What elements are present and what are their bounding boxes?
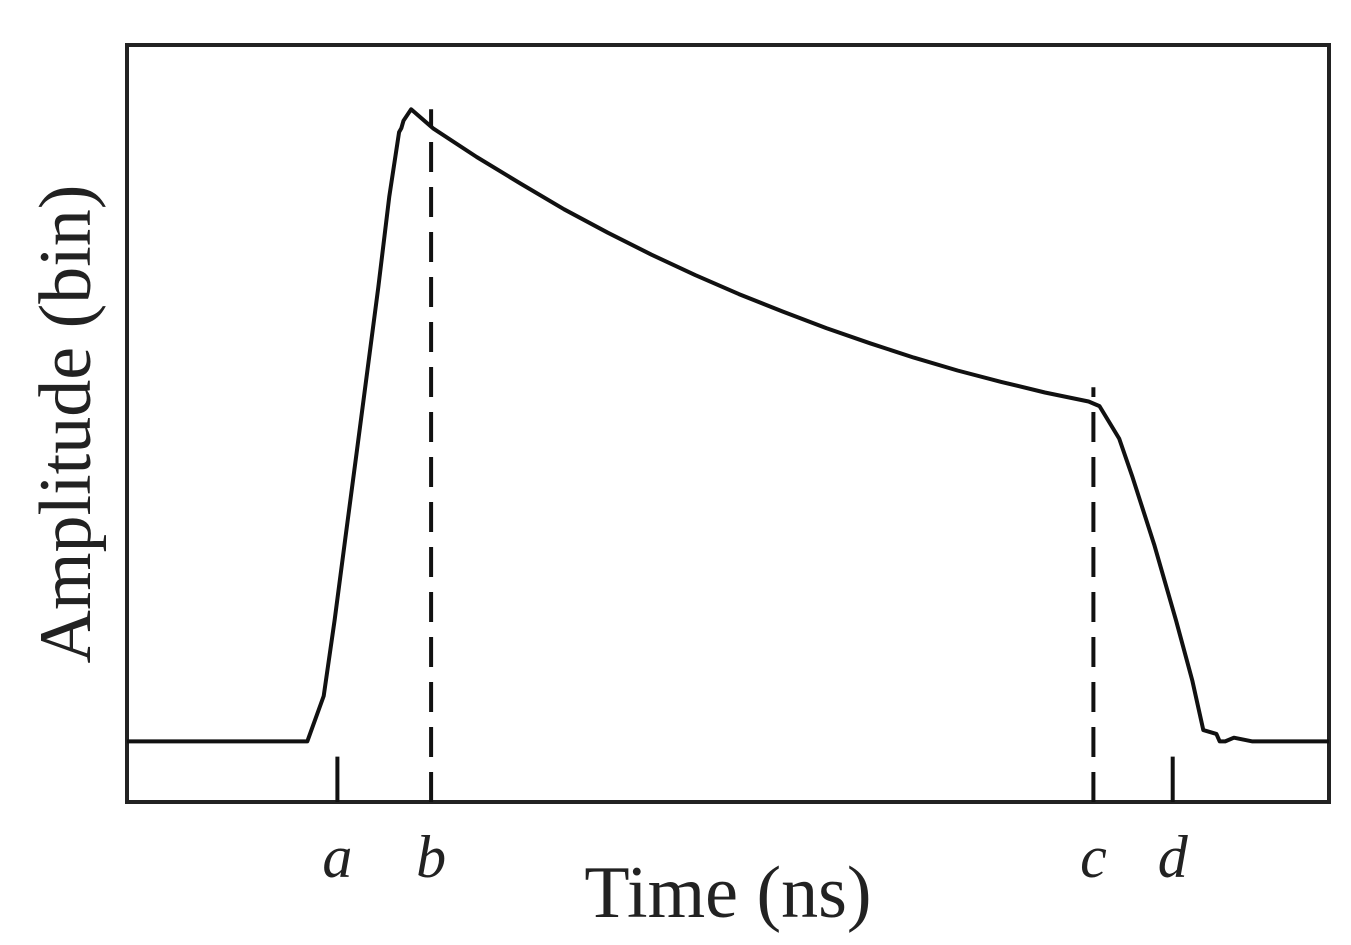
marker-label-b: b [416,824,446,890]
marker-label-a: a [322,824,352,890]
y-axis-title: Amplitude (bin) [25,185,107,664]
plot-frame [125,43,1331,804]
marker-label-c: c [1080,824,1107,890]
x-axis-title: Time (ns) [584,852,871,934]
series-signal-line [127,107,1329,744]
marker-label-d: d [1158,824,1189,890]
